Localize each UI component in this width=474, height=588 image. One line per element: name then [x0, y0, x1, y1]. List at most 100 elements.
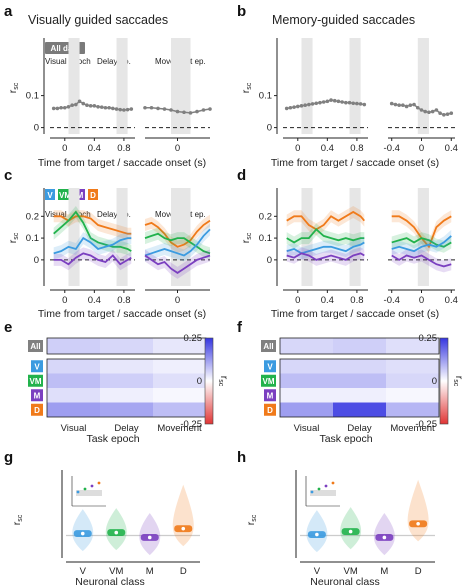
series-point	[288, 105, 293, 110]
heat-cell	[47, 373, 100, 388]
series-band-V	[391, 229, 452, 258]
series-point	[284, 106, 289, 111]
series-point	[397, 103, 401, 107]
y-label-h: rsc	[245, 514, 258, 525]
column-label: Delay	[347, 423, 372, 434]
column-label: Delay	[114, 423, 139, 434]
heat-cell	[100, 359, 153, 374]
y-tick-label: 0.1	[259, 91, 272, 102]
series-point	[401, 103, 405, 107]
colorbar-tick: 0.25	[419, 333, 438, 344]
epoch-shade	[417, 188, 429, 286]
x-tick-label: 0.8	[350, 295, 363, 306]
timecourse-a: 0 0.4 0.8 0 0.1 0	[26, 38, 212, 154]
row-badge-label-D: D	[267, 406, 273, 415]
series-line-D	[53, 215, 132, 235]
violin-D	[407, 479, 429, 542]
series-point	[107, 105, 111, 110]
median-dot-M	[382, 535, 387, 540]
violins-g: V VM M D	[61, 470, 200, 577]
median-dot-D	[416, 521, 420, 526]
series-line-VM	[286, 228, 365, 244]
heat-cell	[386, 402, 439, 417]
visual-epoch-label-a: Visual epoch	[45, 57, 91, 66]
heat-cell	[333, 402, 386, 417]
panel-label-a: a	[4, 3, 13, 20]
row-badge-VM	[28, 374, 43, 387]
series-point	[118, 107, 123, 112]
xlabel-a: Time from target / saccade onset (s)	[38, 157, 206, 169]
x-tick-label: 0.8	[117, 295, 130, 306]
series-point	[111, 106, 115, 111]
category-label-VM: VM	[344, 566, 358, 577]
visual-epoch-label-c: Visual epoch	[45, 210, 91, 219]
heat-cell	[47, 388, 100, 403]
series-point	[307, 102, 311, 107]
series-point	[77, 99, 82, 104]
legend-c: V VM M D	[45, 189, 98, 200]
series-point	[393, 102, 398, 107]
series-line-V	[53, 236, 132, 255]
y-tick-label: 0	[267, 255, 272, 266]
series-point	[208, 107, 212, 111]
median-dot-V	[80, 531, 85, 536]
xlabel-b: Time from target / saccade onset (s)	[271, 157, 439, 169]
heat-cell	[47, 402, 100, 417]
colorbar-tick: 0	[432, 376, 437, 387]
x-tick-label: 0	[295, 143, 300, 154]
category-label-M: M	[380, 566, 388, 577]
colorbar	[439, 337, 449, 425]
xlabel-d: Time from target / saccade onset (s)	[271, 308, 439, 320]
colorbar-tick: -0.25	[180, 419, 202, 430]
series-point	[70, 103, 74, 107]
x-tick-label: 0	[62, 143, 67, 154]
inset-point	[324, 484, 328, 488]
category-label-V: V	[314, 566, 321, 577]
row-badge-label-D: D	[34, 406, 40, 415]
timecourse-d: 0 0.4 0.8 -0.4 0 0.4 0.2 0.1 0	[259, 188, 458, 306]
series-band-V	[286, 236, 365, 260]
epoch-shade	[301, 188, 313, 286]
heat-cell	[100, 338, 153, 354]
series-point	[362, 102, 367, 107]
heat-cell	[386, 338, 439, 354]
xlabel-h: Neuronal class	[310, 576, 379, 588]
timecourse-c: 0 0.4 0.8 0 0.2 0.1 0	[26, 188, 211, 306]
row-badge-M	[31, 389, 43, 402]
median-dot-M	[147, 535, 152, 540]
series-band-D	[286, 205, 365, 236]
violins-h: V VM M D	[295, 470, 435, 577]
heatmap-cells-f: All V VM MD Visual Delay Movement 0.25 0 -0.25 rsc	[261, 333, 465, 434]
xlabel-c: Time from target / saccade onset (s)	[38, 308, 206, 320]
x-tick-label: 0.4	[88, 295, 101, 306]
median-dot-VM	[348, 529, 353, 534]
all-data-label: All data	[51, 44, 80, 53]
inset-band	[310, 490, 336, 496]
y-label-c: rsc	[7, 232, 20, 243]
series-point	[66, 105, 71, 109]
epoch-shade	[68, 38, 80, 134]
panel-label-g: g	[4, 449, 13, 466]
y-tick-label: 0.1	[26, 233, 39, 244]
row-badge-V	[264, 360, 276, 373]
heat-cell	[333, 338, 386, 354]
series-point	[175, 109, 180, 114]
category-label-D: D	[415, 566, 422, 577]
category-label-V: V	[80, 566, 87, 577]
x-tick-label: -0.4	[384, 143, 400, 154]
series-point	[318, 100, 322, 105]
heat-cell	[153, 388, 206, 403]
series-point	[430, 109, 435, 114]
series-band-M	[53, 247, 132, 271]
y-tick-label: 0	[34, 123, 39, 134]
heatmap-cells-e: All V VM MD Visual Delay Movement 0.25 0 -0.25 rsc	[28, 333, 230, 434]
series-point	[423, 109, 428, 114]
series-point	[321, 100, 326, 104]
inset-point	[331, 481, 335, 485]
colorbar	[204, 337, 214, 425]
series-point	[74, 102, 78, 107]
row-badge-V	[31, 360, 43, 373]
heat-cell	[386, 373, 439, 388]
series-point	[329, 98, 333, 102]
series-point	[358, 102, 363, 106]
